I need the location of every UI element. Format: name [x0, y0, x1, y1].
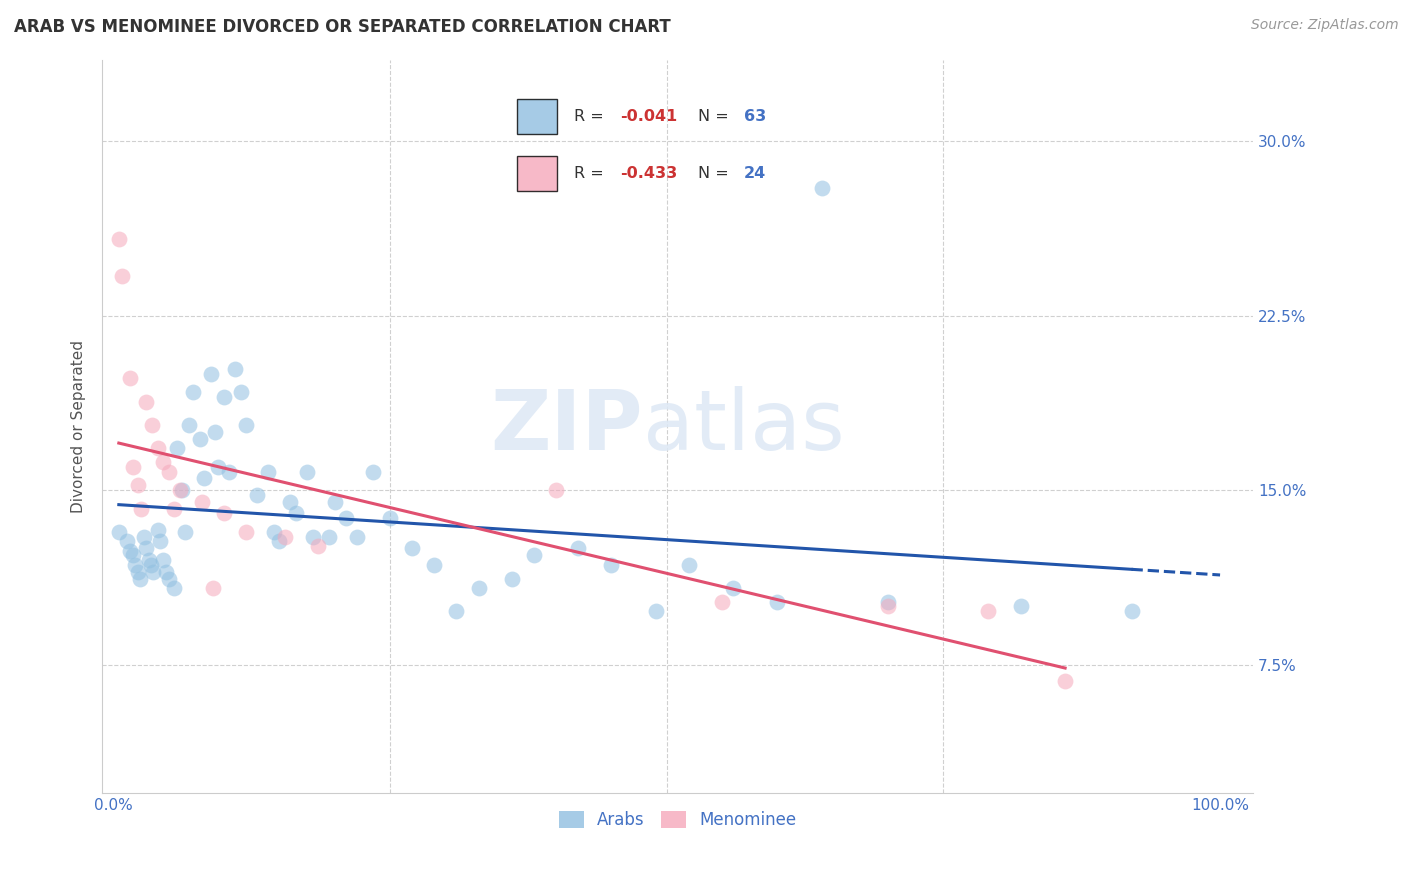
- Point: [135, 394, 157, 409]
- Point: [155, 565, 177, 579]
- Point: [127, 565, 149, 579]
- Point: [218, 465, 240, 479]
- Point: [235, 524, 257, 539]
- Text: ARAB VS MENOMINEE DIVORCED OR SEPARATED CORRELATION CHART: ARAB VS MENOMINEE DIVORCED OR SEPARATED …: [14, 18, 671, 36]
- Point: [295, 465, 318, 479]
- Point: [122, 549, 145, 563]
- Point: [118, 543, 141, 558]
- Point: [467, 581, 489, 595]
- Point: [877, 599, 900, 614]
- Point: [108, 232, 131, 246]
- Point: [600, 558, 623, 572]
- Point: [174, 524, 197, 539]
- Point: [204, 425, 226, 439]
- Point: [170, 483, 193, 497]
- Point: [152, 455, 174, 469]
- Point: [141, 417, 163, 432]
- Point: [163, 501, 186, 516]
- Point: [142, 565, 165, 579]
- Point: [193, 471, 215, 485]
- Point: [274, 530, 297, 544]
- Point: [212, 507, 235, 521]
- Point: [401, 541, 423, 556]
- Point: [157, 572, 180, 586]
- Point: [269, 534, 291, 549]
- Point: [135, 541, 157, 556]
- Legend: Arabs, Menominee: Arabs, Menominee: [553, 804, 803, 836]
- Point: [163, 581, 186, 595]
- Point: [128, 572, 150, 586]
- Y-axis label: Divorced or Separated: Divorced or Separated: [72, 340, 86, 513]
- Point: [138, 553, 160, 567]
- Point: [229, 385, 252, 400]
- Point: [644, 604, 666, 618]
- Point: [378, 511, 401, 525]
- Point: [122, 459, 145, 474]
- Point: [235, 417, 257, 432]
- Point: [711, 595, 734, 609]
- Point: [177, 417, 200, 432]
- Point: [301, 530, 323, 544]
- Point: [544, 483, 567, 497]
- Point: [523, 549, 546, 563]
- Point: [146, 523, 169, 537]
- Point: [976, 604, 998, 618]
- Point: [246, 488, 269, 502]
- Point: [318, 530, 340, 544]
- Point: [146, 442, 169, 456]
- Point: [201, 581, 224, 595]
- Point: [1054, 673, 1077, 688]
- Point: [152, 553, 174, 567]
- Point: [139, 558, 162, 572]
- Text: ZIP: ZIP: [491, 385, 643, 467]
- Point: [284, 507, 307, 521]
- Point: [567, 541, 589, 556]
- Point: [1010, 599, 1032, 614]
- Point: [766, 595, 789, 609]
- Point: [678, 558, 700, 572]
- Point: [111, 268, 134, 283]
- Point: [810, 180, 832, 194]
- Point: [224, 362, 246, 376]
- Point: [446, 604, 468, 618]
- Point: [191, 495, 214, 509]
- Text: atlas: atlas: [643, 385, 845, 467]
- Point: [115, 534, 138, 549]
- Point: [127, 478, 149, 492]
- Point: [207, 459, 229, 474]
- Point: [212, 390, 235, 404]
- Point: [134, 530, 156, 544]
- Point: [307, 539, 329, 553]
- Point: [501, 572, 523, 586]
- Point: [149, 534, 172, 549]
- Point: [335, 511, 357, 525]
- Point: [200, 367, 222, 381]
- Point: [280, 495, 302, 509]
- Point: [721, 581, 744, 595]
- Point: [169, 483, 191, 497]
- Point: [877, 595, 900, 609]
- Point: [323, 495, 346, 509]
- Point: [257, 465, 280, 479]
- Point: [124, 558, 146, 572]
- Point: [346, 530, 368, 544]
- Point: [181, 385, 204, 400]
- Point: [166, 442, 188, 456]
- Point: [423, 558, 446, 572]
- Point: [263, 524, 285, 539]
- Point: [157, 465, 180, 479]
- Point: [188, 432, 211, 446]
- Point: [129, 501, 152, 516]
- Point: [1121, 604, 1143, 618]
- Point: [108, 524, 131, 539]
- Text: Source: ZipAtlas.com: Source: ZipAtlas.com: [1251, 18, 1399, 32]
- Point: [363, 465, 385, 479]
- Point: [118, 371, 141, 385]
